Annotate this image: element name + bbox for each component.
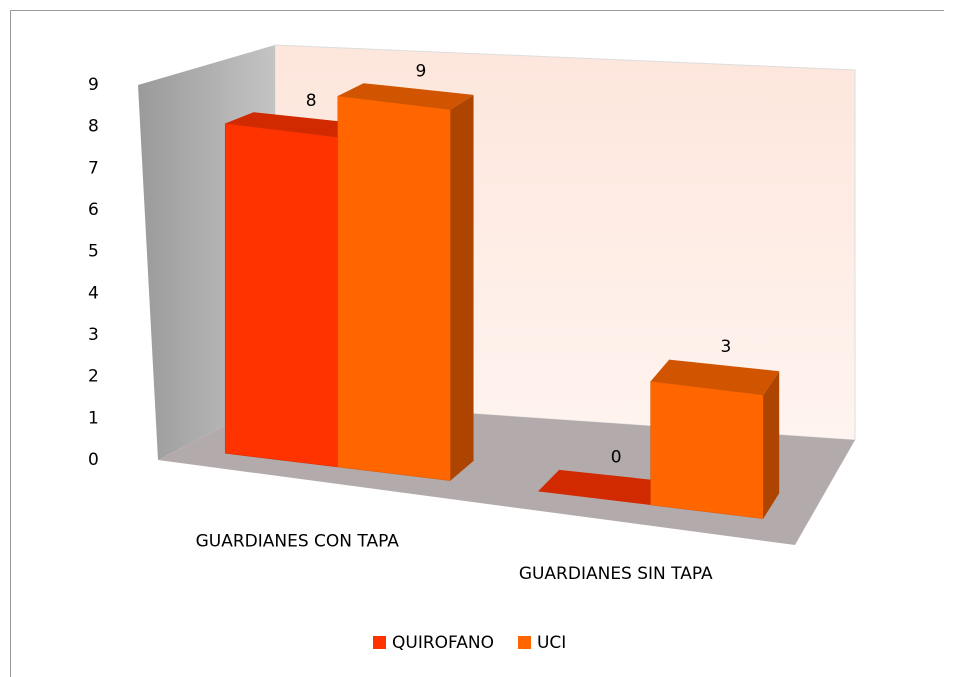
bar-front xyxy=(650,381,764,519)
bar-top xyxy=(337,83,474,110)
frame xyxy=(10,10,944,677)
bar-top xyxy=(650,359,780,396)
legend-label: QUIROFANO xyxy=(392,633,494,653)
plot: 0 1 2 3 4 5 6 7 8 9 8 0 9 3 GUARDIANES CON TAPA GUARDIA… xyxy=(88,62,780,653)
y-tick-label: 8 xyxy=(88,117,99,137)
data-label: 3 xyxy=(720,337,731,357)
data-label: 9 xyxy=(416,62,427,82)
y-tick-label: 2 xyxy=(88,367,99,387)
bar-top xyxy=(225,112,364,138)
data-label: 0 xyxy=(611,447,622,467)
data-label: 8 xyxy=(306,91,317,111)
legend-swatch xyxy=(517,636,531,649)
bar-front xyxy=(224,123,339,468)
bar-top xyxy=(537,469,670,505)
y-tick-label: 7 xyxy=(88,158,99,178)
y-tick-label: 4 xyxy=(88,283,99,303)
y-tick-label: 3 xyxy=(88,325,99,345)
x-tick-label: GUARDIANES SIN TAPA xyxy=(519,564,713,584)
y-tick-label: 1 xyxy=(88,408,99,428)
bar-side xyxy=(763,371,780,519)
y-tick-label: 5 xyxy=(88,242,99,262)
x-tick-label: GUARDIANES CON TAPA xyxy=(196,531,400,551)
bar-side xyxy=(450,94,474,481)
y-tick-label: 6 xyxy=(88,200,99,220)
legend-label: UCI xyxy=(537,633,566,653)
bar-front xyxy=(337,95,451,481)
y-tick-label: 0 xyxy=(88,450,99,470)
legend-swatch xyxy=(373,636,386,649)
y-tick-label: 9 xyxy=(88,75,99,95)
